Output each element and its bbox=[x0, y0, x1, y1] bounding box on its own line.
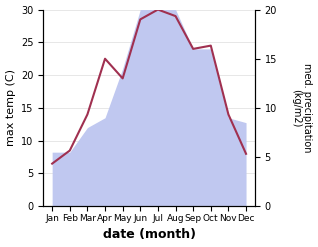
X-axis label: date (month): date (month) bbox=[103, 228, 196, 242]
Y-axis label: med. precipitation
(kg/m2): med. precipitation (kg/m2) bbox=[291, 63, 313, 153]
Y-axis label: max temp (C): max temp (C) bbox=[5, 69, 16, 146]
